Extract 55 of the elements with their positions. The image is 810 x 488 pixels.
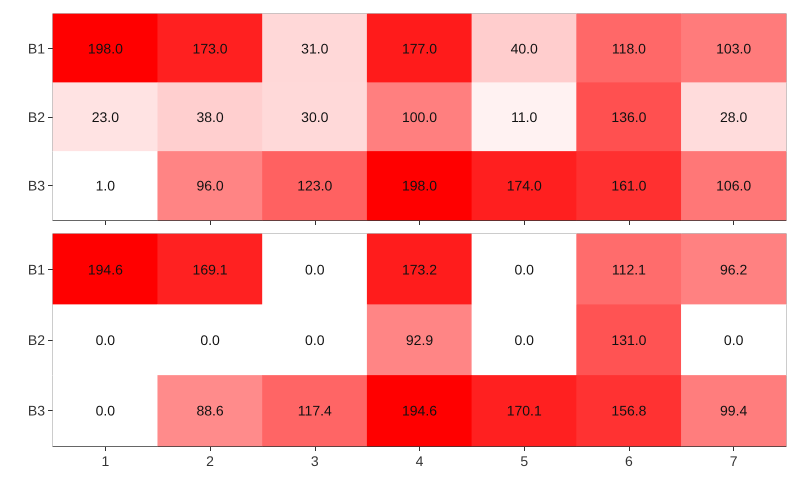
x-tick-label: 1	[101, 453, 110, 469]
data-label: 103.0	[716, 40, 752, 56]
x-tick-label: 2	[206, 453, 214, 469]
data-label: 11.0	[511, 109, 538, 125]
data-label: 38.0	[196, 109, 224, 125]
data-label: 1.0	[96, 178, 116, 194]
data-label: 0.0	[305, 261, 325, 278]
x-tick-label: 7	[730, 453, 738, 469]
data-label: 106.0	[716, 178, 752, 194]
data-label: 96.2	[720, 261, 748, 278]
data-label: 173.0	[192, 40, 228, 56]
data-label: 136.0	[611, 109, 647, 125]
y-tick-label: B2	[28, 332, 46, 348]
data-label: 0.0	[96, 332, 116, 348]
data-label: 99.4	[720, 402, 748, 419]
x-tick-label: 4	[416, 453, 424, 469]
data-label: 0.0	[96, 402, 116, 419]
data-label: 170.1	[506, 402, 542, 419]
data-label: 123.0	[297, 178, 333, 194]
y-tick-label: B2	[28, 109, 46, 125]
x-tick-label: 3	[310, 453, 319, 469]
data-label: 96.0	[196, 178, 224, 194]
data-label: 88.6	[196, 402, 224, 419]
data-label: 0.0	[724, 332, 744, 348]
data-label: 174.0	[506, 178, 542, 194]
data-label: 117.4	[298, 402, 332, 419]
data-label: 112.1	[612, 261, 646, 278]
data-label: 198.0	[402, 178, 438, 194]
data-label: 118.0	[612, 40, 646, 56]
data-label: 40.0	[510, 40, 538, 56]
y-tick-label: B3	[28, 178, 46, 194]
y-tick-label: B1	[28, 40, 46, 56]
data-label: 156.8	[611, 402, 647, 419]
data-label: 198.0	[88, 40, 124, 56]
data-label: 23.0	[92, 109, 120, 125]
data-label: 194.6	[402, 402, 438, 419]
data-label: 28.0	[720, 109, 748, 125]
data-label: 161.0	[611, 178, 647, 194]
data-label: 0.0	[514, 261, 534, 278]
x-tick-label: 6	[625, 453, 634, 469]
data-label: 169.1	[192, 261, 228, 278]
data-label: 31.0	[301, 40, 329, 56]
y-tick-label: B3	[28, 402, 46, 419]
data-label: 194.6	[88, 261, 124, 278]
data-label: 30.0	[301, 109, 329, 125]
data-label: 0.0	[200, 332, 220, 348]
data-label: 0.0	[514, 332, 534, 348]
x-tick-label: 5	[520, 453, 528, 469]
data-label: 100.0	[402, 109, 438, 125]
data-label: 177.0	[402, 40, 438, 56]
y-tick-label: B1	[28, 261, 46, 278]
data-label: 0.0	[305, 332, 325, 348]
data-label: 131.0	[611, 332, 647, 348]
data-label: 92.9	[406, 332, 434, 348]
data-label: 173.2	[402, 261, 438, 278]
